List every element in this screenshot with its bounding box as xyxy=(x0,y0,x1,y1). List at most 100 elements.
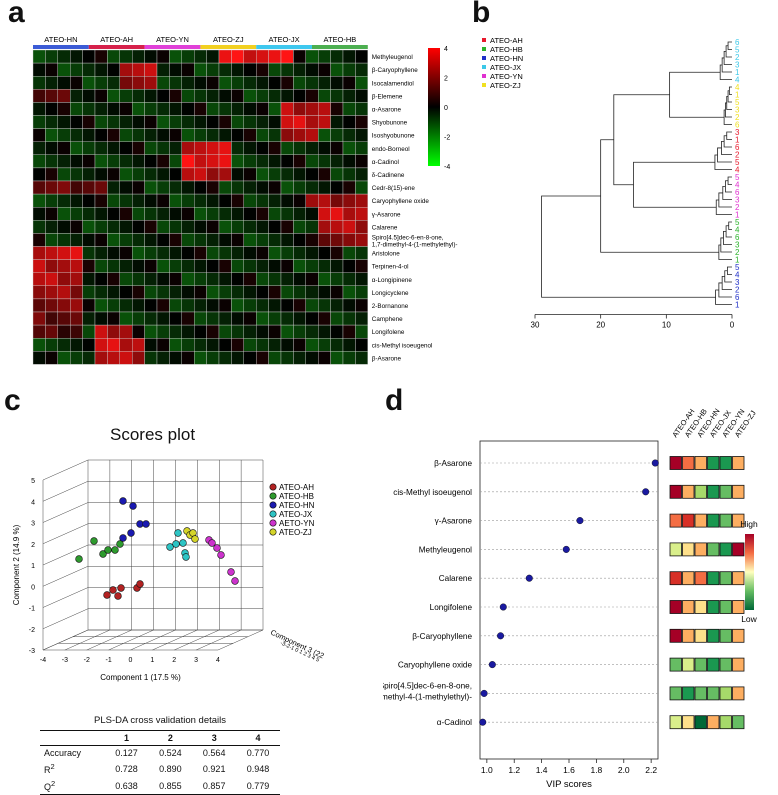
cv-row-sup: 2 xyxy=(51,779,56,788)
scores-legend-marker xyxy=(269,528,277,536)
dendrogram-leaf-label: 2 xyxy=(735,248,740,257)
dendrogram-link xyxy=(725,45,732,58)
heatmap-cell xyxy=(330,180,344,195)
vip-heat-tile xyxy=(682,456,695,470)
heatmap-cell xyxy=(82,285,96,300)
scores-legend-marker xyxy=(269,501,277,509)
heatmap-cell xyxy=(181,102,195,116)
heatmap-cell xyxy=(169,351,182,365)
heatmap-cell xyxy=(131,298,145,313)
heatmap-cell xyxy=(318,272,331,286)
heatmap-cell xyxy=(144,128,158,142)
heatmap-cell xyxy=(280,89,294,103)
heatmap-cell xyxy=(268,206,282,221)
heatmap-cell xyxy=(119,272,133,286)
heatmap-cell xyxy=(342,193,356,208)
scores-point xyxy=(127,529,135,537)
heatmap-cell xyxy=(355,285,368,300)
heatmap-cell xyxy=(94,128,108,142)
heatmap-cell xyxy=(193,233,207,247)
heatmap-cell xyxy=(255,167,269,182)
dendrogram-leaf-label: 2 xyxy=(735,203,740,212)
heatmap-row-label: α-Asarone xyxy=(372,106,402,113)
heatmap-cell xyxy=(169,246,182,260)
heatmap-cell xyxy=(82,233,96,247)
heatmap-cell xyxy=(156,62,170,77)
heatmap-cell xyxy=(181,220,195,234)
heatmap-colorbar-tick: 0 xyxy=(444,105,448,112)
heatmap-cell xyxy=(193,206,207,221)
scores-floor-grid xyxy=(196,629,242,651)
scores-side-grid xyxy=(42,481,89,502)
heatmap-cell xyxy=(255,259,269,273)
scores-floor-grid xyxy=(64,629,110,651)
heatmap-cell xyxy=(57,351,71,365)
dendrogram-leaf-label: 3 xyxy=(735,61,740,70)
heatmap-cell xyxy=(169,338,182,352)
dendrogram-leaf-label: 6 xyxy=(735,233,740,242)
heatmap-cell xyxy=(231,76,244,90)
vip-heat-tile xyxy=(707,686,720,701)
heatmap-cell xyxy=(169,115,182,129)
heatmap-cell xyxy=(268,141,282,155)
heatmap-cell xyxy=(305,193,319,208)
heatmap-cell xyxy=(119,89,133,103)
heatmap-cell xyxy=(119,298,133,313)
heatmap-cell xyxy=(45,76,58,90)
vip-heat-tile xyxy=(682,657,695,672)
cv-table-title: PLS-DA cross validation details xyxy=(93,715,226,726)
scores-y-tick: 4 xyxy=(31,499,35,506)
heatmap-cell xyxy=(255,154,269,169)
cv-cell: 0.855 xyxy=(148,777,193,795)
scores-x-tick: 3 xyxy=(194,657,198,664)
heatmap-cell xyxy=(94,233,108,247)
scores-point xyxy=(231,577,239,585)
cv-col-header: 1 xyxy=(104,730,149,746)
scores-x-tick: 2 xyxy=(172,657,176,664)
heatmap-cell xyxy=(342,141,356,155)
heatmap-cell xyxy=(293,246,306,260)
heatmap-cell xyxy=(255,206,269,221)
heatmap-cell xyxy=(206,167,220,182)
heatmap-cell xyxy=(268,259,282,273)
heatmap-cell xyxy=(94,167,108,182)
heatmap-cell xyxy=(169,180,182,195)
heatmap-cell xyxy=(70,102,83,116)
heatmap-cell xyxy=(131,206,145,221)
dendrogram-link xyxy=(727,90,732,103)
cv-row-sup: 2 xyxy=(50,762,55,771)
heatmap-cell xyxy=(144,298,158,313)
dendrogram-leaf-label: 4 xyxy=(735,271,740,280)
dendrogram-link xyxy=(669,71,725,118)
heatmap-cell xyxy=(181,351,195,365)
dendrogram-leaf-label: 6 xyxy=(735,293,740,302)
heatmap-row-label: γ-Asarone xyxy=(372,211,401,218)
cv-cell: 0.728 xyxy=(115,763,138,774)
heatmap-cell xyxy=(342,128,356,142)
heatmap-group-label: ATEO-HN xyxy=(44,35,77,44)
scores-point xyxy=(129,502,137,510)
scores-point xyxy=(208,539,216,547)
scores-x-tick: -3 xyxy=(62,657,68,664)
heatmap-cell xyxy=(156,220,170,234)
heatmap-cell xyxy=(144,311,158,326)
heatmap-cell xyxy=(243,89,257,103)
heatmap-cell xyxy=(57,141,71,155)
heatmap-cell xyxy=(181,285,195,300)
heatmap-cell xyxy=(243,167,257,182)
heatmap-cell xyxy=(193,49,207,64)
heatmap-cell xyxy=(318,285,331,300)
heatmap-cell xyxy=(193,272,207,286)
heatmap-cell xyxy=(193,220,207,234)
scores-legend-marker xyxy=(269,510,277,518)
cv-cell: 0.921 xyxy=(202,763,226,774)
heatmap-cell xyxy=(94,76,108,90)
vip-category-label: Spiro[4.5]dec-6-en-8-one, xyxy=(383,681,472,690)
heatmap-cell xyxy=(342,220,356,234)
heatmap-cell xyxy=(206,285,220,300)
heatmap-cell xyxy=(193,180,207,195)
heatmap-cell xyxy=(181,62,195,77)
heatmap-cell xyxy=(32,311,46,326)
heatmap-cell xyxy=(57,154,71,169)
heatmap-cell xyxy=(156,180,170,195)
